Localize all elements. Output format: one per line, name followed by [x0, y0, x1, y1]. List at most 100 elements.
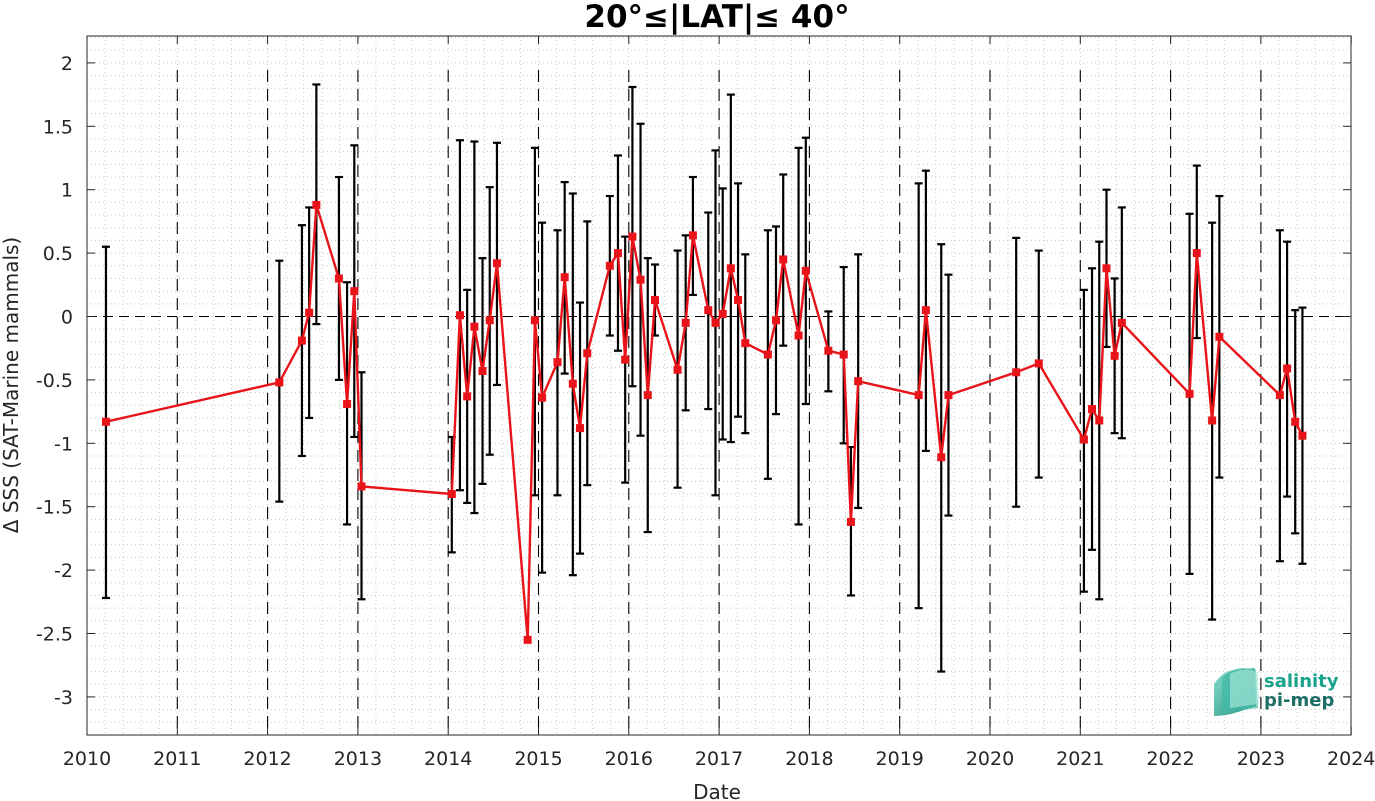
x-tick-label: 2011 — [153, 748, 201, 770]
data-point-29 — [643, 391, 652, 400]
data-point-66 — [1283, 364, 1292, 373]
data-point-26 — [621, 355, 630, 364]
data-point-2 — [297, 336, 306, 345]
x-tick-label: 2016 — [605, 748, 653, 770]
data-markers — [101, 200, 1307, 644]
data-point-27 — [628, 232, 637, 241]
data-point-45 — [824, 346, 833, 355]
data-point-47 — [846, 517, 855, 526]
data-point-10 — [455, 311, 464, 320]
data-point-51 — [937, 453, 946, 462]
salinity-pi-mep-logo: salinity pi-mep — [1214, 668, 1339, 716]
y-tick-label: 1.5 — [43, 116, 73, 138]
data-point-41 — [771, 316, 780, 325]
x-tick-label: 2019 — [876, 748, 924, 770]
data-point-23 — [583, 349, 592, 358]
data-point-16 — [523, 635, 532, 644]
data-point-34 — [704, 306, 713, 315]
x-tick-label: 2013 — [334, 748, 382, 770]
data-point-56 — [1088, 405, 1097, 414]
x-tick-label: 2020 — [966, 748, 1014, 770]
y-tick-label: -3 — [54, 687, 73, 709]
data-point-65 — [1275, 391, 1284, 400]
data-point-61 — [1185, 389, 1194, 398]
data-point-19 — [553, 358, 562, 367]
axes-box — [86, 35, 1352, 736]
y-tick-label: -2.5 — [36, 624, 73, 646]
data-point-11 — [463, 392, 472, 401]
data-point-52 — [944, 391, 953, 400]
x-axis-label: Date — [693, 780, 741, 801]
year-boundary-lines — [176, 70, 1262, 735]
data-point-35 — [711, 318, 720, 327]
data-point-14 — [485, 316, 494, 325]
data-point-15 — [492, 259, 501, 268]
y-axis-label: Δ SSS (SAT-Marine mammals) — [0, 237, 23, 533]
data-point-49 — [914, 391, 923, 400]
logo-text-salinity: salinity — [1264, 671, 1339, 692]
data-point-8 — [357, 482, 366, 491]
data-point-9 — [447, 490, 456, 499]
data-point-59 — [1110, 351, 1119, 360]
data-point-38 — [734, 296, 743, 305]
data-point-48 — [854, 377, 863, 386]
x-tick-label: 2010 — [63, 748, 111, 770]
data-point-31 — [673, 365, 682, 374]
x-tick-label: 2024 — [1327, 748, 1375, 770]
data-point-25 — [613, 249, 622, 258]
x-tick-label: 2023 — [1237, 748, 1285, 770]
data-point-13 — [478, 367, 487, 376]
data-point-4 — [312, 200, 321, 209]
data-point-21 — [568, 379, 577, 388]
x-tick-label: 2015 — [514, 748, 562, 770]
data-point-50 — [921, 306, 930, 315]
data-point-7 — [350, 287, 359, 296]
data-point-30 — [650, 296, 659, 305]
x-tick-label: 2018 — [785, 748, 833, 770]
data-point-64 — [1215, 332, 1224, 341]
y-tick-label: 0 — [61, 307, 73, 329]
data-point-60 — [1117, 318, 1126, 327]
data-point-1 — [275, 378, 284, 387]
data-point-58 — [1102, 264, 1111, 273]
data-point-36 — [718, 309, 727, 318]
data-point-22 — [576, 424, 585, 433]
data-point-6 — [343, 399, 352, 408]
data-point-37 — [726, 264, 735, 273]
x-tick-label: 2017 — [695, 748, 743, 770]
data-point-40 — [763, 350, 772, 359]
data-point-28 — [636, 275, 645, 284]
data-point-5 — [334, 274, 343, 283]
data-point-57 — [1095, 416, 1104, 425]
data-point-33 — [688, 231, 697, 240]
y-tick-label: 2 — [61, 53, 73, 75]
data-point-3 — [305, 308, 314, 317]
data-point-32 — [681, 318, 690, 327]
x-tick-label: 2014 — [424, 748, 472, 770]
data-point-39 — [741, 339, 750, 348]
x-tick-label: 2022 — [1146, 748, 1194, 770]
data-point-44 — [801, 266, 810, 275]
logo-text-pi-mep: pi-mep — [1264, 690, 1334, 711]
data-point-12 — [470, 322, 479, 331]
y-tick-label: 0.5 — [43, 243, 73, 265]
y-tick-label: -2 — [54, 560, 73, 582]
data-point-46 — [839, 350, 848, 359]
data-point-67 — [1291, 417, 1300, 426]
y-tick-label: -1 — [54, 433, 73, 455]
data-point-0 — [101, 417, 110, 426]
chart-title: 20°≤|LAT|≤ 40° — [584, 0, 849, 35]
data-point-18 — [538, 393, 547, 402]
y-tick-labels: 2 1.5 1 0.5 0 -0.5 -1 -1.5 -2 -2.5 -3 — [36, 53, 73, 709]
data-point-63 — [1208, 416, 1217, 425]
logo-wave-icon — [1214, 668, 1259, 716]
y-tick-label: -0.5 — [36, 370, 73, 392]
data-point-17 — [530, 316, 539, 325]
y-tick-label: -1.5 — [36, 497, 73, 519]
x-tick-label: 2021 — [1056, 748, 1104, 770]
data-point-20 — [560, 273, 569, 282]
x-tick-label: 2012 — [243, 748, 291, 770]
data-point-68 — [1298, 431, 1307, 440]
data-point-55 — [1079, 435, 1088, 444]
